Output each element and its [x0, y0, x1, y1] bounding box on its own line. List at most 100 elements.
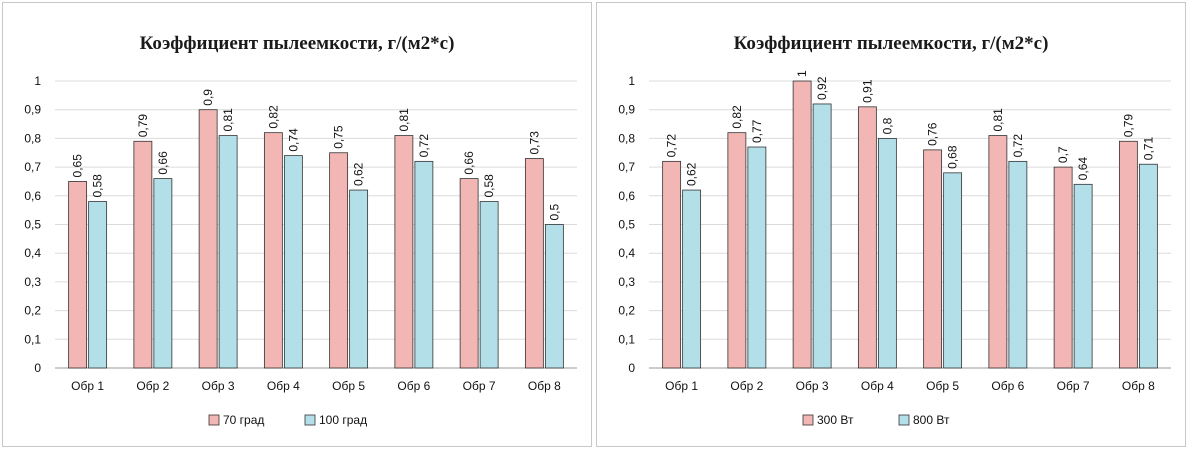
data-label: 0,58: [482, 174, 496, 198]
data-label: 0,62: [685, 162, 699, 186]
y-tick-label: 0: [34, 361, 41, 375]
x-tick-label: Обр 1: [665, 379, 698, 393]
y-tick-label: 0,2: [24, 304, 41, 318]
bar: [943, 172, 963, 369]
x-tick-label: Обр 6: [397, 379, 430, 393]
data-label: 0,66: [462, 151, 476, 175]
y-tick-label: 0,6: [24, 189, 41, 203]
bar: [88, 201, 108, 369]
bar: [349, 189, 369, 369]
bar: [263, 132, 283, 369]
y-tick-label: 0,9: [618, 103, 635, 117]
bar: [414, 160, 434, 369]
bar: [198, 109, 218, 369]
bar: [283, 155, 303, 369]
y-tick-label: 0,2: [618, 304, 635, 318]
x-tick-label: Обр 5: [926, 379, 959, 393]
bar: [727, 132, 747, 369]
data-label: 0,68: [946, 145, 960, 169]
data-labels: 0,72 0,62 0,82 0,77 1 0,92 0,91 0,8 0,76 0,68 0,81…: [665, 70, 1156, 186]
data-label: 0,9: [201, 89, 215, 106]
data-label: 0,76: [926, 122, 940, 146]
y-tick-label: 0,8: [24, 131, 41, 145]
data-labels: 0,65 0,58 0,79 0,66 0,9 0,81 0,82 0,74 0,75 0,62 0…: [71, 89, 562, 221]
bar: [133, 140, 153, 369]
data-label: 0,82: [730, 105, 744, 129]
data-label: 0,64: [1076, 157, 1090, 181]
legend: 300 Вт 800 Вт: [802, 413, 950, 427]
bar: [394, 135, 414, 369]
data-label: 0,71: [1141, 137, 1155, 161]
bar: [479, 201, 499, 369]
bars: [662, 80, 1158, 369]
data-label: 1: [795, 70, 809, 77]
y-tick-label: 0,8: [618, 131, 635, 145]
y-tick-label: 1: [628, 74, 635, 88]
data-label: 0,73: [527, 131, 541, 155]
x-tick-label: Обр 2: [136, 379, 169, 393]
data-label: 0,75: [332, 125, 346, 149]
y-tick-label: 0,7: [618, 160, 635, 174]
y-tick-label: 0,9: [24, 103, 41, 117]
data-label: 0,81: [221, 108, 235, 132]
legend-label: 300 Вт: [817, 413, 854, 427]
bar: [218, 135, 238, 369]
legend-swatch: [304, 414, 316, 426]
x-tick-label: Обр 8: [1122, 379, 1155, 393]
x-tick-label: Обр 7: [1057, 379, 1090, 393]
bar: [877, 137, 897, 369]
y-axis-ticks: 0 0,1 0,2 0,3 0,4 0,5 0,6 0,7 0,8 0,9 1: [24, 74, 41, 375]
bar: [857, 106, 877, 369]
x-tick-label: Обр 7: [463, 379, 496, 393]
bar: [1008, 160, 1028, 369]
y-tick-label: 0,5: [24, 218, 41, 232]
bar: [792, 80, 812, 369]
data-label: 0,7: [1056, 146, 1070, 163]
y-tick-label: 0,4: [618, 246, 635, 260]
bar: [1053, 166, 1073, 369]
gridlines: [55, 80, 577, 340]
data-label: 0,81: [397, 108, 411, 132]
data-label: 0,79: [136, 114, 150, 138]
gridlines: [649, 80, 1171, 340]
data-label: 0,5: [547, 203, 561, 220]
x-tick-label: Обр 4: [267, 379, 300, 393]
bar: [682, 189, 702, 369]
x-tick-label: Обр 3: [796, 379, 829, 393]
chart-title: Коэффициент пылеемкости, г/(м2*с): [140, 33, 455, 54]
y-tick-label: 0,3: [24, 275, 41, 289]
bar: [68, 181, 88, 369]
legend-swatch: [802, 414, 814, 426]
legend-label: 70 град: [223, 413, 264, 427]
x-tick-label: Обр 6: [991, 379, 1024, 393]
x-tick-label: Обр 1: [71, 379, 104, 393]
bar: [812, 103, 832, 369]
y-tick-label: 1: [34, 74, 41, 88]
x-tick-label: Обр 2: [730, 379, 763, 393]
chart-panel-right: Коэффициент пылеемкости, г/(м2*с) 0 0,1 0,…: [596, 2, 1186, 447]
x-tick-label: Обр 5: [332, 379, 365, 393]
y-tick-label: 0,1: [24, 332, 41, 346]
y-tick-label: 0,4: [24, 246, 41, 260]
bar-chart-left: Коэффициент пылеемкости, г/(м2*с) 0 0,1 0,…: [24, 33, 577, 427]
data-label: 0,62: [352, 162, 366, 186]
data-label: 0,8: [880, 117, 894, 134]
bar: [988, 135, 1008, 369]
x-tick-label: Обр 8: [528, 379, 561, 393]
bar: [923, 149, 943, 369]
data-label: 0,77: [750, 119, 764, 143]
chart-title: Коэффициент пылеемкости, г/(м2*с): [734, 33, 1049, 54]
bar: [544, 224, 564, 369]
legend-label: 800 Вт: [913, 413, 950, 427]
chart-panel-left: Коэффициент пылеемкости, г/(м2*с) 0 0,1 0,…: [2, 2, 592, 447]
x-tick-label: Обр 4: [861, 379, 894, 393]
bar: [662, 160, 682, 369]
bar: [1073, 183, 1093, 369]
x-axis-ticks: Обр 1 Обр 2 Обр 3 Обр 4 Обр 5 Обр 6 Обр 7 Обр 8: [71, 379, 561, 393]
y-tick-label: 0: [628, 361, 635, 375]
bar: [329, 152, 349, 369]
bar: [747, 146, 767, 369]
legend-swatch: [898, 414, 910, 426]
legend-label: 100 град: [319, 413, 367, 427]
x-axis-ticks: Обр 1 Обр 2 Обр 3 Обр 4 Обр 5 Обр 6 Обр 7 Обр 8: [665, 379, 1155, 393]
